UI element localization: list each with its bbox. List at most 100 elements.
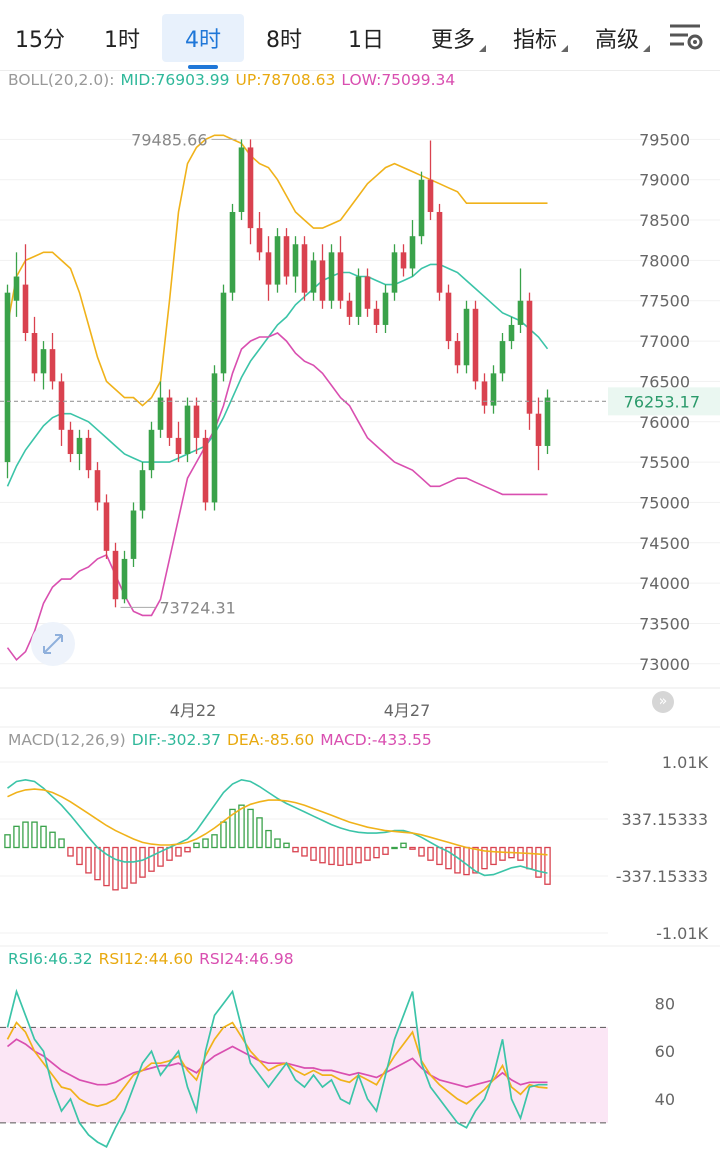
price-axis-label: 77000 [639, 332, 690, 351]
macd-histogram-bar [400, 842, 407, 849]
macd-histogram-bar [238, 804, 245, 849]
macd-histogram-bar [490, 846, 497, 866]
candle-body [139, 470, 146, 511]
macd-histogram-bar [247, 808, 254, 849]
candle-body [238, 147, 245, 212]
candle-body [112, 550, 119, 600]
candle-body [85, 437, 92, 471]
macd-histogram-bar [364, 846, 371, 861]
tab-more[interactable]: 更多 [418, 14, 488, 62]
price-axis-label: 73000 [639, 655, 690, 674]
macd-histogram-bar [40, 825, 47, 849]
candle-body [67, 429, 74, 455]
macd-histogram-bar [76, 846, 83, 866]
macd-dif: DIF:-302.37 [131, 731, 221, 749]
candle-body [76, 437, 83, 455]
current-price-badge [608, 387, 720, 416]
macd-histogram-bar [166, 846, 173, 861]
price-axis-label: 79000 [639, 171, 690, 190]
macd-dif-line [7, 778, 548, 877]
macd-legend: MACD(12,26,9) DIF:-302.37 DEA:-85.60 MACD:-… [8, 731, 438, 749]
candle-body [22, 284, 29, 334]
tab-indicators[interactable]: 指标 [500, 14, 570, 62]
price-axis-label: 78000 [639, 251, 690, 270]
macd-histogram-bar [481, 846, 488, 870]
tab-4h[interactable]: 4时 [162, 14, 244, 69]
tab-label: 4时 [185, 28, 221, 53]
dropdown-triangle-icon [643, 45, 650, 52]
candle-body [382, 292, 389, 325]
candle-body [364, 276, 371, 309]
tab-1h[interactable]: 1时 [90, 14, 154, 62]
tab-advanced[interactable]: 高级 [582, 14, 652, 62]
macd-histogram-bar [301, 846, 308, 857]
macd-histogram-bar [445, 846, 452, 870]
macd-histogram-bar [427, 846, 434, 861]
macd-axis-label: -1.01K [656, 924, 708, 943]
macd-histogram-bar [112, 846, 119, 891]
macd-histogram-bar [220, 821, 227, 849]
active-tab-indicator [188, 65, 218, 69]
macd-histogram-bar [139, 846, 146, 878]
candle-body [274, 236, 281, 285]
candle-body [256, 228, 263, 253]
macd-histogram-bar [544, 846, 551, 885]
candle-body [319, 260, 326, 301]
candle-body [94, 470, 101, 503]
macd-histogram-bar [454, 846, 461, 874]
tab-1d[interactable]: 1日 [334, 14, 398, 62]
candle-body [283, 236, 290, 277]
macd-histogram-bar [265, 829, 272, 849]
macd-histogram-bar [31, 821, 38, 849]
macd-histogram-bar [328, 846, 335, 866]
candle-body [400, 252, 407, 269]
timeframe-tabs: 15分 1时 4时 8时 1日 更多 指标 高级 [0, 0, 720, 71]
rsi-axis-label: 80 [655, 994, 675, 1013]
price-axis-label: 79500 [639, 130, 690, 149]
rsi12-line [6, 1021, 548, 1108]
current-price-label: 76253.17 [624, 392, 700, 411]
macd-histogram-bar [103, 846, 110, 887]
candle-body [463, 308, 470, 366]
macd-histogram-bar [292, 846, 299, 853]
macd-histogram-bar [193, 842, 200, 849]
macd-histogram-bar [418, 846, 425, 857]
candle-body [58, 381, 65, 430]
macd-histogram-bar [355, 846, 362, 864]
candle-body [301, 244, 308, 293]
tab-label: 1时 [104, 28, 140, 53]
rsi-axis-label: 60 [655, 1042, 675, 1061]
macd-histogram-bar [211, 834, 218, 849]
candle-body [544, 397, 551, 446]
macd-histogram-bar [13, 825, 20, 849]
tab-15m[interactable]: 15分 [8, 14, 72, 62]
candle-body [184, 405, 191, 455]
candle-body [328, 252, 335, 301]
candle-body [292, 244, 299, 277]
candle-body [481, 381, 488, 406]
boll-mid-line [6, 263, 549, 487]
rsi6-line [6, 988, 548, 1148]
candle-body [427, 179, 434, 212]
candle-body [40, 349, 47, 374]
boll-legend: BOLL(20,2.0): MID:76903.99 UP:78708.63 LOW:… [8, 71, 461, 89]
candle-body [211, 373, 218, 503]
chart-settings-icon[interactable] [666, 20, 706, 54]
macd-dea: DEA:-85.60 [227, 731, 315, 749]
candle-body [121, 558, 128, 600]
macd-histogram-bar [22, 821, 29, 849]
candle-body [472, 308, 479, 382]
candle-body [508, 324, 515, 342]
macd-histogram-bar [391, 846, 398, 850]
tab-label: 1日 [348, 28, 384, 53]
macd-axis-label: 337.15333 [621, 810, 708, 829]
candle-body [409, 236, 416, 269]
candle-body [391, 252, 398, 293]
tab-8h[interactable]: 8时 [252, 14, 316, 62]
price-axis-label: 76500 [639, 372, 690, 391]
boll-low-line [6, 332, 548, 661]
macd-histogram-bar [67, 846, 74, 857]
rsi-axis-label: 40 [655, 1090, 675, 1109]
macd-histogram-bar [310, 846, 317, 861]
